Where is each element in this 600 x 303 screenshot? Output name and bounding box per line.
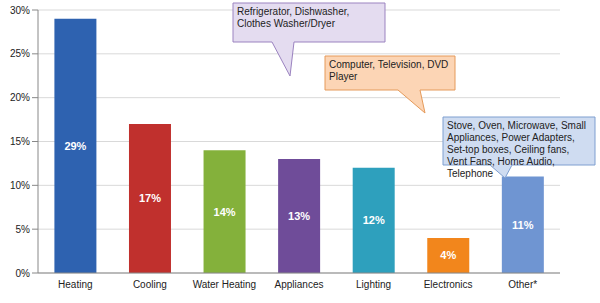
svg-text:Lighting: Lighting <box>356 279 391 290</box>
svg-text:12%: 12% <box>363 214 385 226</box>
html-text:Refrigerator, Dishwasher, Clot: Refrigerator, Dishwasher, Clothes Washer… <box>237 6 350 29</box>
svg-text:17%: 17% <box>139 192 161 204</box>
svg-text:13%: 13% <box>288 210 310 222</box>
svg-text:11%: 11% <box>512 219 534 231</box>
svg-text:10%: 10% <box>10 180 30 191</box>
svg-text:Other*: Other* <box>508 279 537 290</box>
svg-text:0%: 0% <box>16 268 31 279</box>
svg-text:15%: 15% <box>10 136 30 147</box>
svg-text:29%: 29% <box>64 140 86 152</box>
svg-text:14%: 14% <box>214 206 236 218</box>
svg-text:25%: 25% <box>10 48 30 59</box>
svg-text:Water Heating: Water Heating <box>193 279 257 290</box>
svg-text:Cooling: Cooling <box>133 279 167 290</box>
svg-text:4%: 4% <box>440 249 456 261</box>
svg-text:20%: 20% <box>10 92 30 103</box>
svg-text:30%: 30% <box>10 5 30 16</box>
svg-text:Heating: Heating <box>58 279 92 290</box>
html-text:Stove, Oven, Microwave, Small: Stove, Oven, Microwave, Small Appliances… <box>447 120 586 179</box>
html-text:Computer, Television, DVD Play: Computer, Television, DVD Player <box>329 59 449 82</box>
svg-text:Appliances: Appliances <box>275 279 324 290</box>
svg-text:Electronics: Electronics <box>424 279 473 290</box>
svg-text:5%: 5% <box>16 224 31 235</box>
